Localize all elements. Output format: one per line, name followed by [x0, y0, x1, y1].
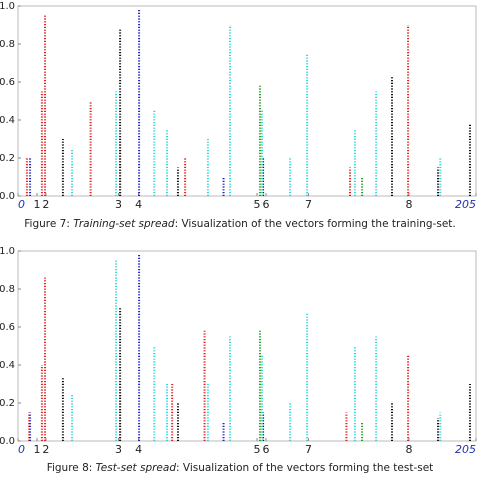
- y-tick-label: 0.6: [0, 322, 15, 333]
- chart: 0.00.20.40.60.81.00 1 2 3 4 5 6 7 8 205: [0, 1, 477, 211]
- y-tick-label: 0.0: [0, 436, 15, 447]
- y-tick-label: 0.8: [0, 284, 15, 295]
- caption-label: Figure 8:: [46, 462, 96, 474]
- caption-rest: : Visualization of the vectors forming t…: [176, 462, 434, 474]
- x-tick-label: 5: [254, 198, 261, 211]
- y-tick-label: 0.0: [0, 191, 15, 202]
- x-tick-label: 7: [305, 443, 312, 456]
- x-tick-label: 3: [115, 198, 122, 211]
- caption-emph: Training-set spread: [73, 218, 175, 230]
- x-tick-label: 7: [305, 198, 312, 211]
- y-tick-label: 0.2: [0, 153, 15, 164]
- caption: Figure 7: Training-set spread: Visualiza…: [0, 218, 480, 230]
- plot-frame: [17, 5, 477, 197]
- x-tick-label: 2: [42, 443, 49, 456]
- y-tick-label: 1.0: [0, 1, 15, 12]
- y-tick-label: 0.4: [0, 360, 15, 371]
- y-tick-label: 0.2: [0, 398, 15, 409]
- caption-rest: : Visualization of the vectors forming t…: [174, 218, 456, 230]
- y-tick-label: 1.0: [0, 246, 15, 257]
- x-tick-label: 5: [254, 443, 261, 456]
- y-tick-label: 0.4: [0, 115, 15, 126]
- y-tick-label: 0.8: [0, 39, 15, 50]
- x-tick-label: 205: [455, 198, 476, 211]
- x-tick-label: 6: [262, 198, 269, 211]
- x-tick-label: 4: [135, 198, 142, 211]
- chart: 0.00.20.40.60.81.00 1 2 3 4 5 6 7 8 205: [0, 246, 477, 456]
- y-tick-label: 0.6: [0, 77, 15, 88]
- x-tick-label: 8: [405, 443, 412, 456]
- plot-frame: [17, 250, 477, 442]
- x-tick-label: 0: [18, 443, 25, 456]
- x-tick-label: 8: [405, 198, 412, 211]
- caption-label: Figure 7:: [24, 218, 74, 230]
- x-tick-label: 4: [135, 443, 142, 456]
- x-tick-label: 2: [42, 198, 49, 211]
- x-tick-label: 205: [455, 443, 476, 456]
- x-tick-label: 1: [33, 198, 40, 211]
- x-tick-label: 0: [18, 198, 25, 211]
- x-tick-label: 6: [262, 443, 269, 456]
- x-tick-label: 3: [115, 443, 122, 456]
- caption-emph: Test-set spread: [95, 462, 176, 474]
- x-tick-label: 1: [33, 443, 40, 456]
- caption: Figure 8: Test-set spread: Visualization…: [0, 462, 480, 474]
